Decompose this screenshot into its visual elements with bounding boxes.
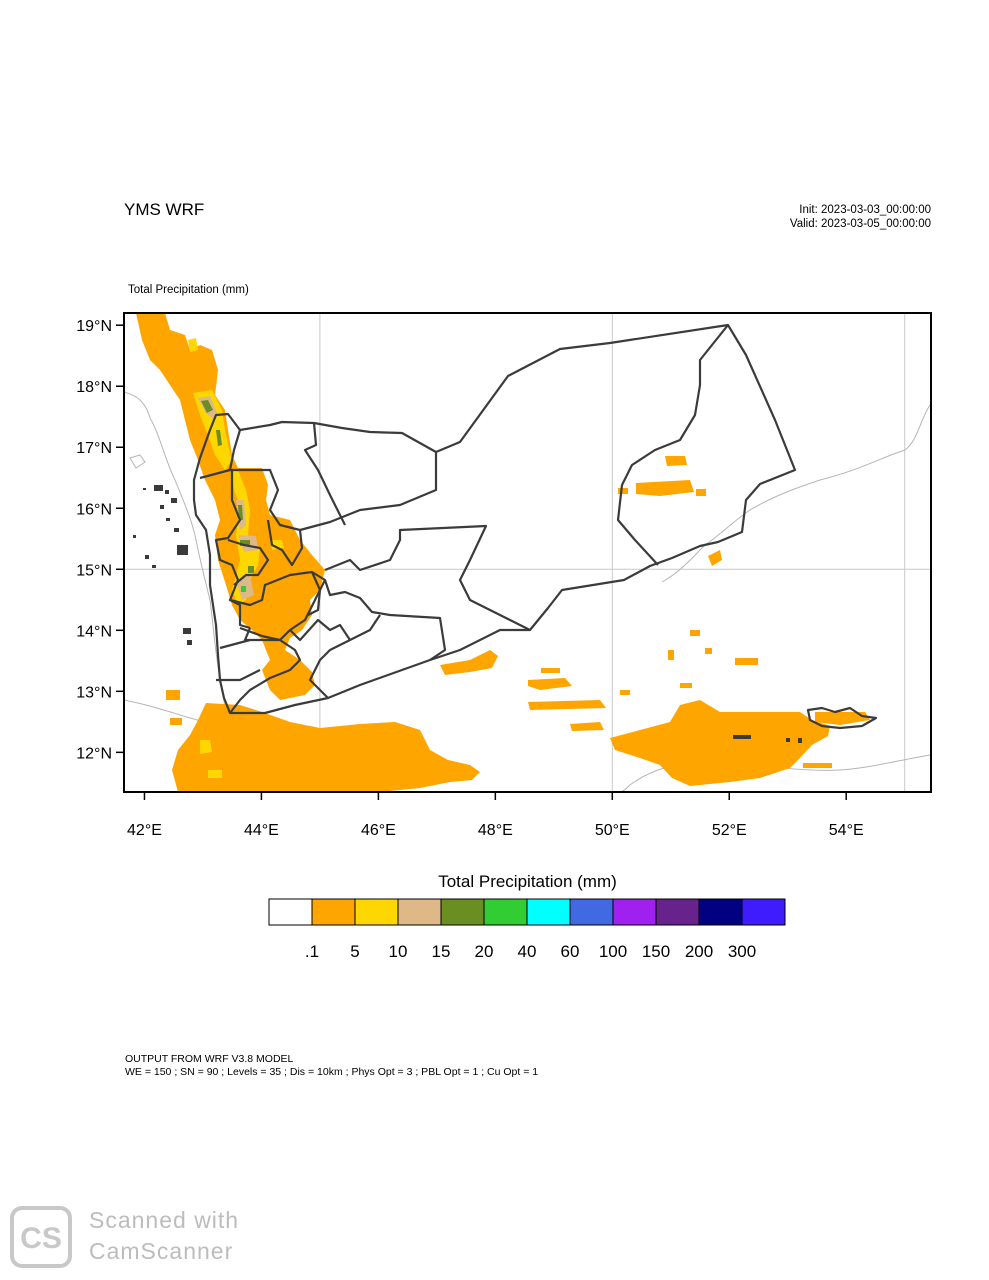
- colorbar-box: [397, 898, 442, 926]
- precip-orange: [136, 313, 870, 792]
- colorbar-tick-label: 5: [350, 942, 359, 961]
- colorbar-box: [440, 898, 485, 926]
- lat-tick-label: 12°N: [76, 745, 112, 762]
- init-time: Init: 2023-03-03_00:00:00: [799, 204, 931, 216]
- colorbar-box: [741, 898, 786, 926]
- model-info-line1: OUTPUT FROM WRF V3.8 MODEL: [125, 1053, 294, 1065]
- colorbar-tick-label: 150: [642, 942, 670, 961]
- colorbar-tick-label: 200: [685, 942, 713, 961]
- watermark-line1: Scanned with: [89, 1207, 240, 1233]
- map-content: [124, 313, 931, 792]
- colorbar-box: [483, 898, 528, 926]
- island-kamaran: [129, 454, 146, 469]
- colorbar-tick-label: .1: [305, 942, 319, 961]
- field-label: Total Precipitation (mm): [128, 284, 249, 296]
- lat-tick-label: 17°N: [76, 440, 112, 457]
- lat-tick-label: 19°N: [76, 318, 112, 335]
- precip-green: [241, 586, 246, 592]
- lat-tick-label: 15°N: [76, 562, 112, 579]
- lat-tick-label: 14°N: [76, 623, 112, 640]
- lon-tick-label: 46°E: [361, 822, 396, 839]
- valid-time: Valid: 2023-03-05_00:00:00: [789, 218, 931, 230]
- lon-tick-label: 54°E: [829, 822, 864, 839]
- lat-tick-label: 18°N: [76, 379, 112, 396]
- camscanner-logo-text: CS: [20, 1222, 62, 1255]
- colorbar-box: [354, 898, 399, 926]
- model-info-line2: WE = 150 ; SN = 90 ; Levels = 35 ; Dis =…: [125, 1066, 539, 1078]
- camscanner-logo-icon: CS: [10, 1206, 72, 1268]
- colorbar-box: [612, 898, 657, 926]
- precipitation-map: 19°N 18°N 17°N 16°N 15°N 14°N 13°N 12°N 42°E 44°…: [76, 312, 932, 839]
- lon-tick-label: 48°E: [478, 822, 513, 839]
- lon-axis: 42°E 44°E 46°E 48°E 50°E 52°E 54°E: [127, 792, 864, 839]
- colorbar-tick-label: 20: [475, 942, 494, 961]
- lon-tick-label: 50°E: [595, 822, 630, 839]
- colorbar-box: [526, 898, 571, 926]
- lat-tick-label: 16°N: [76, 501, 112, 518]
- colorbar-tick-label: 100: [599, 942, 627, 961]
- colorbar-tick-label: 15: [432, 942, 451, 961]
- colorbar-tick-label: 60: [561, 942, 580, 961]
- colorbar-box: [569, 898, 614, 926]
- colorbar-tick-label: 40: [518, 942, 537, 961]
- yemen-borders: [192, 323, 878, 730]
- map-frame: [123, 312, 932, 793]
- islands: [133, 485, 802, 743]
- colorbar-box: [311, 898, 356, 926]
- colorbar-labels: .1 5 10 15 20 40 60 100 150 200 300: [305, 942, 756, 961]
- colorbar-tick-label: 10: [389, 942, 408, 961]
- colorbar-tick-label: 300: [728, 942, 756, 961]
- colorbar-boxes: [268, 898, 786, 926]
- lon-tick-label: 42°E: [127, 822, 162, 839]
- plot-title: YMS WRF: [124, 200, 205, 219]
- init-valid-block: Init: 2023-03-03_00:00:00 Valid: 2023-03…: [790, 203, 931, 231]
- lat-tick-label: 13°N: [76, 684, 112, 701]
- lat-axis: 19°N 18°N 17°N 16°N 15°N 14°N 13°N 12°N: [76, 318, 124, 762]
- colorbar-box: [655, 898, 700, 926]
- watermark-line2: CamScanner: [89, 1238, 234, 1264]
- colorbar-box: [268, 898, 313, 926]
- lon-tick-label: 44°E: [244, 822, 279, 839]
- lon-tick-label: 52°E: [712, 822, 747, 839]
- colorbar: .1 5 10 15 20 40 60 100 150 200 300: [268, 898, 786, 961]
- colorbar-title: Total Precipitation (mm): [438, 872, 617, 891]
- colorbar-box: [698, 898, 743, 926]
